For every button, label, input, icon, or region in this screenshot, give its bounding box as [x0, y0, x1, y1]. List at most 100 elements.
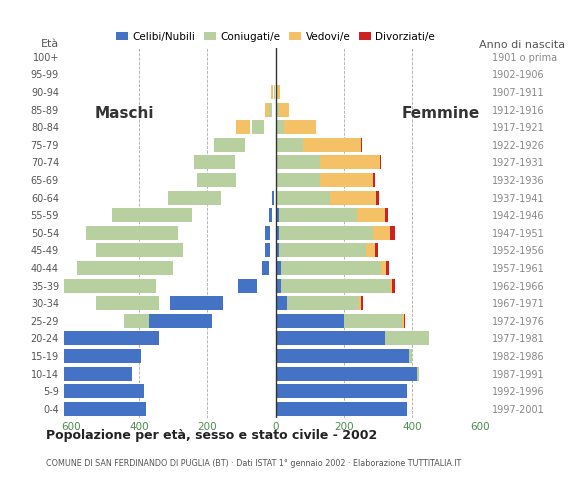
- Bar: [276, 226, 279, 240]
- Text: Maschi: Maschi: [95, 106, 154, 120]
- Bar: [0, 367, 132, 381]
- Bar: [276, 349, 409, 363]
- Bar: [279, 208, 357, 222]
- Bar: [168, 261, 171, 275]
- Bar: [392, 278, 395, 293]
- Bar: [96, 243, 183, 257]
- Bar: [228, 173, 230, 187]
- Text: Anno di nascita: Anno di nascita: [480, 40, 566, 50]
- Bar: [168, 191, 221, 204]
- Bar: [276, 331, 385, 346]
- Bar: [224, 138, 234, 152]
- Bar: [175, 226, 176, 240]
- Bar: [373, 173, 375, 187]
- Bar: [361, 296, 362, 310]
- Bar: [169, 296, 223, 310]
- Bar: [78, 261, 173, 275]
- Bar: [269, 103, 272, 117]
- Bar: [274, 85, 275, 99]
- Bar: [151, 278, 153, 293]
- Bar: [357, 208, 385, 222]
- Bar: [55, 278, 156, 293]
- Bar: [281, 278, 390, 293]
- Bar: [16, 402, 146, 416]
- Bar: [86, 226, 178, 240]
- Bar: [417, 367, 419, 381]
- Bar: [276, 103, 279, 117]
- Bar: [404, 314, 405, 328]
- Bar: [188, 208, 190, 222]
- Bar: [137, 349, 139, 363]
- Bar: [303, 138, 361, 152]
- Bar: [194, 156, 234, 169]
- Bar: [344, 314, 402, 328]
- Bar: [279, 103, 289, 117]
- Bar: [221, 156, 223, 169]
- Bar: [252, 120, 263, 134]
- Bar: [226, 173, 231, 187]
- Bar: [279, 243, 366, 257]
- Bar: [276, 243, 279, 257]
- Bar: [276, 278, 281, 293]
- Bar: [236, 120, 250, 134]
- Bar: [129, 367, 130, 381]
- Bar: [320, 156, 380, 169]
- Bar: [156, 296, 158, 310]
- Bar: [320, 173, 373, 187]
- Bar: [44, 331, 160, 346]
- Bar: [385, 331, 429, 346]
- Bar: [276, 402, 407, 416]
- Bar: [184, 208, 187, 222]
- Bar: [149, 314, 212, 328]
- Bar: [272, 191, 274, 204]
- Bar: [276, 296, 288, 310]
- Bar: [269, 208, 272, 222]
- Bar: [166, 314, 167, 328]
- Bar: [385, 208, 388, 222]
- Bar: [330, 191, 376, 204]
- Bar: [276, 261, 281, 275]
- Bar: [214, 191, 218, 204]
- Bar: [276, 191, 277, 204]
- Bar: [265, 243, 270, 257]
- Bar: [276, 85, 280, 99]
- Bar: [124, 314, 168, 328]
- Bar: [262, 261, 269, 275]
- Bar: [390, 226, 395, 240]
- Bar: [366, 243, 375, 257]
- Bar: [276, 156, 320, 169]
- Bar: [276, 314, 344, 328]
- Bar: [390, 278, 392, 293]
- Bar: [132, 331, 146, 346]
- Bar: [276, 367, 417, 381]
- Bar: [284, 120, 317, 134]
- Bar: [402, 314, 404, 328]
- Bar: [276, 173, 320, 187]
- Bar: [13, 384, 144, 398]
- Bar: [197, 173, 236, 187]
- Bar: [238, 278, 257, 293]
- Text: Popolazione per età, sesso e stato civile - 2002: Popolazione per età, sesso e stato civil…: [46, 429, 378, 442]
- Bar: [178, 243, 180, 257]
- Bar: [214, 156, 224, 169]
- Bar: [288, 296, 359, 310]
- Bar: [276, 138, 303, 152]
- Bar: [169, 226, 173, 240]
- Bar: [277, 191, 330, 204]
- Bar: [276, 120, 284, 134]
- Bar: [276, 384, 407, 398]
- Bar: [271, 85, 273, 99]
- Bar: [212, 191, 215, 204]
- Bar: [276, 208, 279, 222]
- Bar: [373, 226, 390, 240]
- Bar: [233, 138, 234, 152]
- Bar: [6, 349, 140, 363]
- Text: Femmine: Femmine: [402, 106, 480, 120]
- Bar: [265, 226, 270, 240]
- Bar: [380, 156, 382, 169]
- Bar: [111, 208, 192, 222]
- Bar: [265, 103, 269, 117]
- Bar: [382, 261, 386, 275]
- Bar: [359, 296, 361, 310]
- Bar: [386, 261, 389, 275]
